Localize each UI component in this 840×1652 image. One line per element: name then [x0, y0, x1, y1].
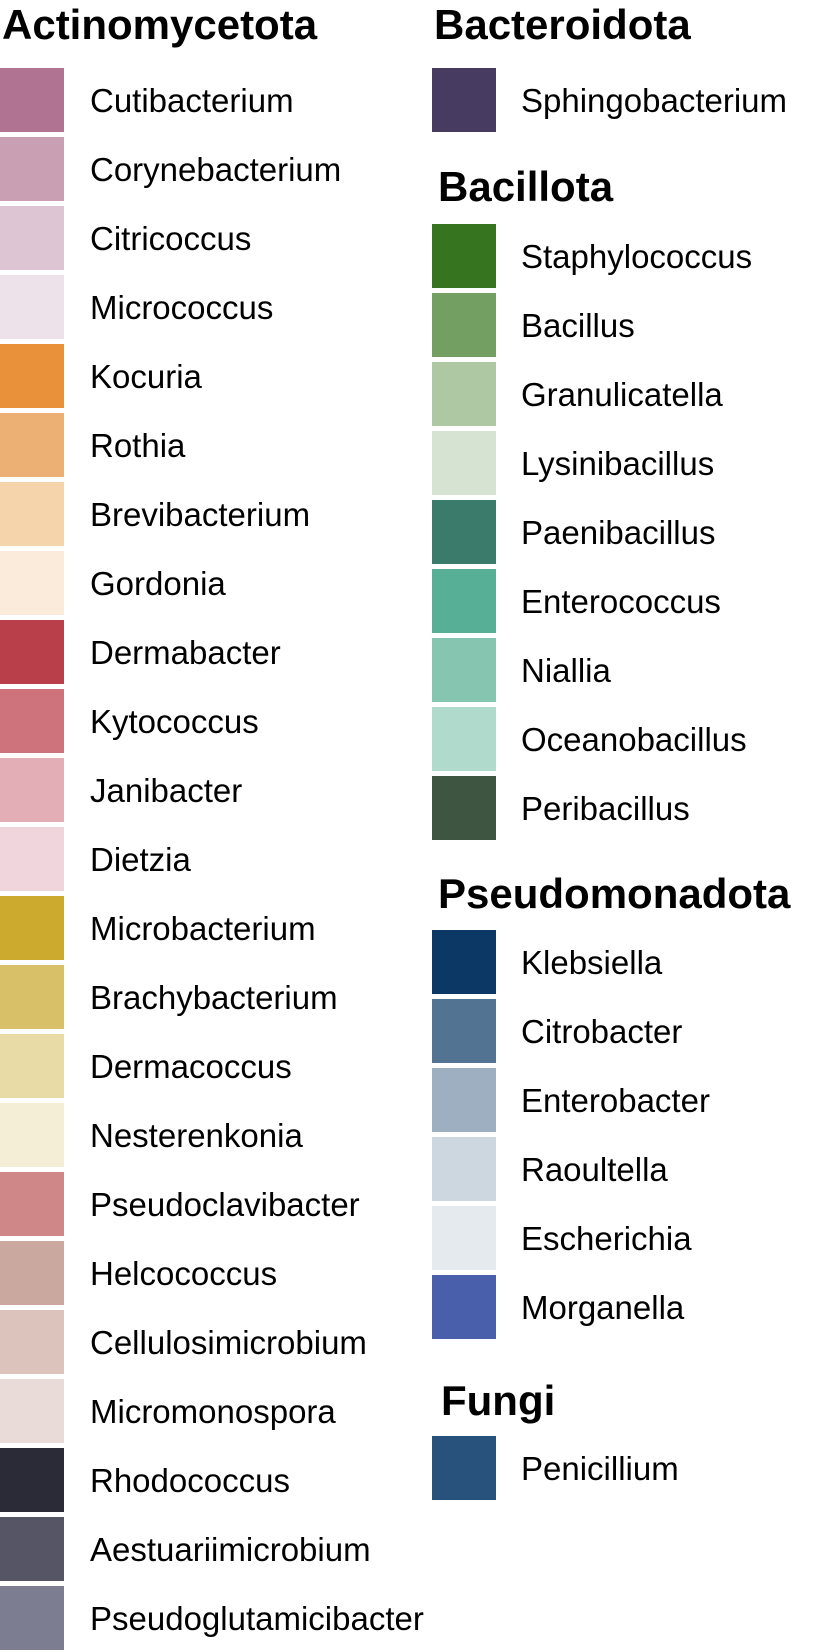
legend-label-klebsiella: Klebsiella — [521, 944, 663, 981]
legend-label-janibacter: Janibacter — [90, 772, 243, 809]
color-swatch-pseudoglutamicibacter — [0, 1586, 64, 1650]
color-swatch-cellulosimicrobium — [0, 1310, 64, 1374]
color-swatch-aestuariimicrobium — [0, 1517, 64, 1581]
group-title-actinomycetota: Actinomycetota — [2, 1, 318, 48]
color-swatch-micromonospora — [0, 1379, 64, 1443]
color-swatch-rhodococcus — [0, 1448, 64, 1512]
legend-label-lysinibacillus: Lysinibacillus — [521, 445, 715, 482]
color-swatch-paenibacillus — [432, 500, 496, 564]
legend-label-rhodococcus: Rhodococcus — [90, 1462, 290, 1499]
legend-label-dietzia: Dietzia — [90, 841, 191, 878]
legend-label-kocuria: Kocuria — [90, 358, 202, 395]
color-swatch-gordonia — [0, 551, 64, 615]
legend-label-oceanobacillus: Oceanobacillus — [521, 721, 747, 758]
color-swatch-niallia — [432, 638, 496, 702]
color-swatch-corynebacterium — [0, 137, 64, 201]
color-swatch-dermabacter — [0, 620, 64, 684]
color-swatch-morganella — [432, 1275, 496, 1339]
legend-label-raoultella: Raoultella — [521, 1151, 668, 1188]
color-swatch-cutibacterium — [0, 68, 64, 132]
legend-label-dermabacter: Dermabacter — [90, 634, 281, 671]
color-swatch-granulicatella — [432, 362, 496, 426]
group-title-bacteroidota: Bacteroidota — [434, 1, 691, 48]
legend-label-cellulosimicrobium: Cellulosimicrobium — [90, 1324, 367, 1361]
legend-label-pseudoglutamicibacter: Pseudoglutamicibacter — [90, 1600, 424, 1637]
legend-label-helcococcus: Helcococcus — [90, 1255, 278, 1292]
color-swatch-citricoccus — [0, 206, 64, 270]
legend-label-dermacoccus: Dermacoccus — [90, 1048, 292, 1085]
legend-label-brachybacterium: Brachybacterium — [90, 979, 338, 1016]
group-title-pseudomonadota: Pseudomonadota — [438, 870, 791, 917]
color-swatch-citrobacter — [432, 999, 496, 1063]
legend-label-nesterenkonia: Nesterenkonia — [90, 1117, 303, 1154]
color-swatch-penicillium — [432, 1436, 496, 1500]
legend-label-peribacillus: Peribacillus — [521, 790, 690, 827]
legend-label-citricoccus: Citricoccus — [90, 220, 252, 257]
legend-label-pseudoclavibacter: Pseudoclavibacter — [90, 1186, 360, 1223]
color-swatch-brevibacterium — [0, 482, 64, 546]
color-swatch-klebsiella — [432, 930, 496, 994]
color-swatch-lysinibacillus — [432, 431, 496, 495]
legend-label-micromonospora: Micromonospora — [90, 1393, 336, 1430]
color-swatch-bacillus — [432, 293, 496, 357]
color-swatch-helcococcus — [0, 1241, 64, 1305]
color-swatch-brachybacterium — [0, 965, 64, 1029]
legend-label-kytococcus: Kytococcus — [90, 703, 259, 740]
legend-label-granulicatella: Granulicatella — [521, 376, 723, 413]
group-title-bacillota: Bacillota — [438, 163, 614, 210]
color-swatch-janibacter — [0, 758, 64, 822]
color-swatch-kocuria — [0, 344, 64, 408]
color-swatch-dermacoccus — [0, 1034, 64, 1098]
color-swatch-staphylococcus — [432, 224, 496, 288]
legend-label-gordonia: Gordonia — [90, 565, 226, 602]
color-swatch-escherichia — [432, 1206, 496, 1270]
legend-label-rothia: Rothia — [90, 427, 186, 464]
legend-label-bacillus: Bacillus — [521, 307, 635, 344]
legend-label-aestuariimicrobium: Aestuariimicrobium — [90, 1531, 371, 1568]
legend-label-paenibacillus: Paenibacillus — [521, 514, 716, 551]
color-swatch-raoultella — [432, 1137, 496, 1201]
color-swatch-peribacillus — [432, 776, 496, 840]
color-swatch-oceanobacillus — [432, 707, 496, 771]
color-swatch-pseudoclavibacter — [0, 1172, 64, 1236]
color-swatch-micrococcus — [0, 275, 64, 339]
legend-label-staphylococcus: Staphylococcus — [521, 238, 753, 275]
legend-label-enterobacter: Enterobacter — [521, 1082, 710, 1119]
legend-label-micrococcus: Micrococcus — [90, 289, 274, 326]
color-swatch-sphingobacterium — [432, 68, 496, 132]
legend-label-enterococcus: Enterococcus — [521, 583, 721, 620]
legend-label-niallia: Niallia — [521, 652, 611, 689]
color-swatch-dietzia — [0, 827, 64, 891]
legend-label-citrobacter: Citrobacter — [521, 1013, 683, 1050]
legend-label-escherichia: Escherichia — [521, 1220, 692, 1257]
legend-label-morganella: Morganella — [521, 1289, 685, 1326]
legend-label-cutibacterium: Cutibacterium — [90, 82, 294, 119]
legend-label-microbacterium: Microbacterium — [90, 910, 316, 947]
legend-label-sphingobacterium: Sphingobacterium — [521, 82, 787, 119]
legend-label-corynebacterium: Corynebacterium — [90, 151, 342, 188]
color-swatch-enterobacter — [432, 1068, 496, 1132]
color-swatch-microbacterium — [0, 896, 64, 960]
legend-label-brevibacterium: Brevibacterium — [90, 496, 311, 533]
legend-label-penicillium: Penicillium — [521, 1450, 679, 1487]
group-title-fungi: Fungi — [441, 1377, 556, 1424]
color-swatch-enterococcus — [432, 569, 496, 633]
color-swatch-kytococcus — [0, 689, 64, 753]
color-swatch-nesterenkonia — [0, 1103, 64, 1167]
color-swatch-rothia — [0, 413, 64, 477]
